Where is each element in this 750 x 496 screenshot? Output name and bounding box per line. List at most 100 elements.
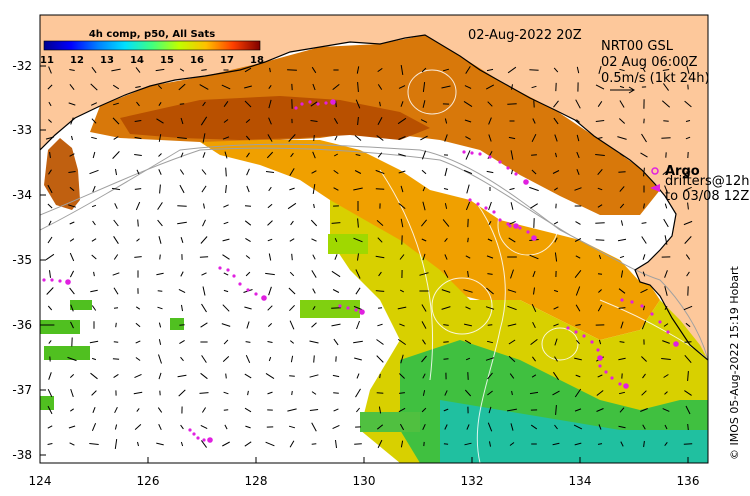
current-arrow xyxy=(398,136,406,140)
current-arrow xyxy=(487,324,493,326)
current-arrow xyxy=(48,220,52,226)
current-arrow xyxy=(245,341,251,343)
current-arrow xyxy=(222,356,230,362)
current-arrow xyxy=(309,409,319,411)
current-arrow xyxy=(223,101,229,107)
current-arrow xyxy=(508,136,516,140)
current-arrow xyxy=(244,67,252,73)
current-arrow xyxy=(310,120,318,122)
current-arrow xyxy=(69,69,75,71)
current-arrow xyxy=(244,373,252,379)
current-arrow xyxy=(552,371,560,381)
drifter-point xyxy=(346,306,350,310)
drifter-point xyxy=(492,210,496,214)
drifter-point xyxy=(338,304,342,308)
y-tick: -38 xyxy=(12,448,46,462)
current-arrow xyxy=(91,254,97,260)
current-arrow xyxy=(598,424,602,430)
current-arrow xyxy=(354,357,362,361)
current-arrow xyxy=(48,169,52,175)
current-arrow xyxy=(179,339,185,345)
current-arrow xyxy=(311,66,317,74)
current-arrow xyxy=(489,441,491,447)
coastline xyxy=(40,34,708,361)
current-arrow xyxy=(485,84,495,90)
drifter-point xyxy=(42,278,46,282)
current-arrow xyxy=(355,99,361,109)
current-arrow xyxy=(379,101,381,107)
current-arrow xyxy=(180,152,184,158)
current-arrow xyxy=(201,185,207,193)
current-arrow xyxy=(137,441,139,447)
drifter-tracks xyxy=(42,99,679,443)
current-arrow xyxy=(597,443,603,445)
current-vectors xyxy=(45,65,693,449)
current-arrow xyxy=(576,339,580,345)
current-arrow xyxy=(111,68,121,72)
current-arrow xyxy=(222,238,230,242)
current-arrow xyxy=(90,83,98,91)
current-arrow xyxy=(619,68,625,72)
current-arrow xyxy=(202,101,206,107)
current-arrow xyxy=(113,373,119,379)
current-arrow xyxy=(309,340,319,344)
current-arrow xyxy=(353,187,363,191)
current-arrow xyxy=(508,339,516,345)
current-arrow xyxy=(46,287,54,295)
current-arrow xyxy=(398,203,406,209)
current-arrow xyxy=(663,374,669,378)
current-arrow xyxy=(333,153,339,157)
current-arrow xyxy=(267,203,273,209)
sst-teal-south xyxy=(440,400,708,463)
current-arrow xyxy=(464,85,472,89)
current-arrow xyxy=(90,102,98,106)
current-arrow xyxy=(113,287,119,295)
current-arrow xyxy=(114,406,118,414)
drifter-point xyxy=(202,438,206,442)
current-arrow xyxy=(135,67,141,73)
current-arrow xyxy=(444,167,448,177)
current-arrow xyxy=(91,390,97,396)
x-tick: 124 xyxy=(29,457,51,488)
current-arrow xyxy=(617,238,627,242)
current-arrow xyxy=(134,154,142,156)
current-arrow xyxy=(289,304,295,312)
current-arrow xyxy=(69,153,75,157)
current-arrow xyxy=(178,83,186,91)
current-arrow xyxy=(507,103,517,105)
svg-text:126: 126 xyxy=(137,474,160,488)
current-arrow xyxy=(156,272,164,276)
current-arrow xyxy=(619,203,625,209)
current-arrow xyxy=(48,101,52,107)
sst-orange-band xyxy=(200,140,660,340)
x-tick: 136 xyxy=(677,457,699,488)
current-arrow xyxy=(157,202,163,210)
current-arrow xyxy=(576,151,580,159)
drifter-point xyxy=(308,100,312,104)
current-arrow xyxy=(662,83,670,91)
current-arrow xyxy=(68,171,76,173)
current-arrow xyxy=(312,151,316,159)
current-arrow xyxy=(288,134,296,142)
current-arrow xyxy=(555,152,557,158)
current-arrow xyxy=(311,322,317,328)
current-arrow xyxy=(619,100,625,108)
current-arrow xyxy=(574,357,582,361)
current-arrow xyxy=(201,169,207,175)
current-arrow xyxy=(244,100,252,108)
current-arrow xyxy=(49,270,51,278)
current-arrow xyxy=(69,270,75,278)
current-arrow xyxy=(135,340,141,344)
current-arrow xyxy=(421,169,427,175)
current-arrow xyxy=(662,69,670,71)
current-arrow xyxy=(310,219,318,227)
current-arrow xyxy=(575,99,581,109)
drifter-point xyxy=(630,300,634,304)
current-arrow xyxy=(400,65,404,75)
drifter-legend: drifters@12h to 03/08 12Z xyxy=(650,174,750,204)
current-arrow xyxy=(553,100,559,108)
current-arrow xyxy=(178,389,186,397)
current-arrow xyxy=(463,100,473,108)
drifter-point xyxy=(470,151,474,155)
current-arrow xyxy=(222,304,230,312)
